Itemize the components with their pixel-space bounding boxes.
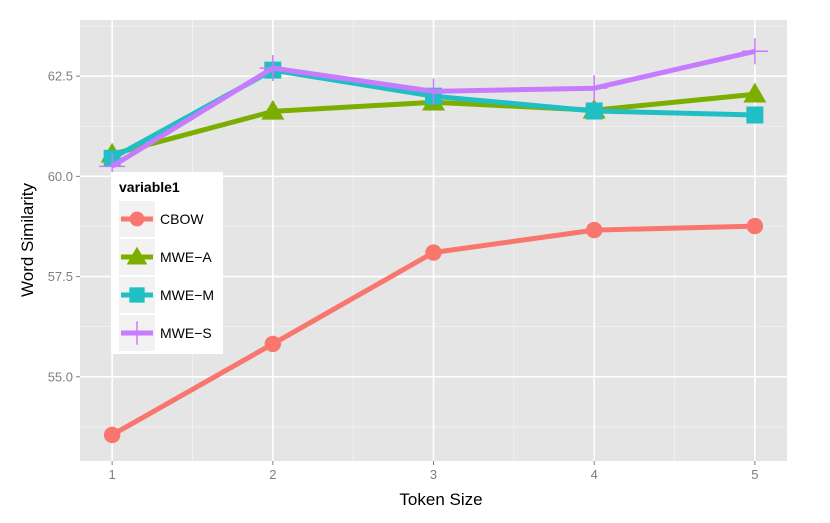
y-axis-title: Word Similarity	[18, 183, 37, 297]
legend-marker	[125, 321, 149, 345]
data-point	[420, 78, 447, 105]
data-point	[103, 426, 121, 444]
legend-label: MWE−S	[160, 325, 212, 341]
data-point	[425, 244, 442, 261]
legend-marker	[126, 246, 148, 265]
legend-marker	[129, 287, 145, 303]
x-tick-label: 3	[430, 467, 437, 482]
data-point	[264, 335, 282, 353]
axis-ticks: 55.0 57.5 60.0 62.5 1 2 3 4 5	[48, 69, 759, 482]
y-tick-label: 60.0	[48, 169, 73, 184]
data-point	[259, 55, 286, 82]
data-point	[585, 102, 603, 120]
legend: variable1 CBOW MWE−A MWE−M MWE−S	[111, 172, 223, 354]
y-tick-label: 57.5	[48, 269, 73, 284]
series-layer	[99, 38, 768, 444]
legend-item: MWE−M	[119, 277, 214, 313]
x-tick-label: 1	[109, 467, 116, 482]
y-tick-label: 55.0	[48, 369, 73, 384]
x-axis-title: Token Size	[399, 490, 482, 509]
data-point	[741, 38, 768, 65]
legend-title: variable1	[119, 179, 180, 195]
x-tick-label: 4	[591, 467, 598, 482]
legend-label: CBOW	[160, 211, 204, 227]
series-3	[99, 38, 768, 180]
legend-marker	[129, 211, 145, 227]
series-0	[103, 217, 764, 444]
data-point	[261, 99, 285, 120]
y-tick-label: 62.5	[48, 69, 73, 84]
x-tick-label: 2	[269, 467, 276, 482]
legend-label: MWE−M	[160, 287, 214, 303]
legend-label: MWE−A	[160, 249, 212, 265]
x-tick-label: 5	[751, 467, 758, 482]
data-point	[581, 75, 608, 102]
data-point	[585, 221, 603, 239]
data-point	[743, 82, 767, 103]
data-point	[746, 217, 764, 235]
legend-item: CBOW	[119, 201, 204, 237]
legend-item: MWE−A	[119, 239, 212, 275]
legend-item: MWE−S	[119, 315, 212, 351]
data-point	[746, 106, 764, 124]
